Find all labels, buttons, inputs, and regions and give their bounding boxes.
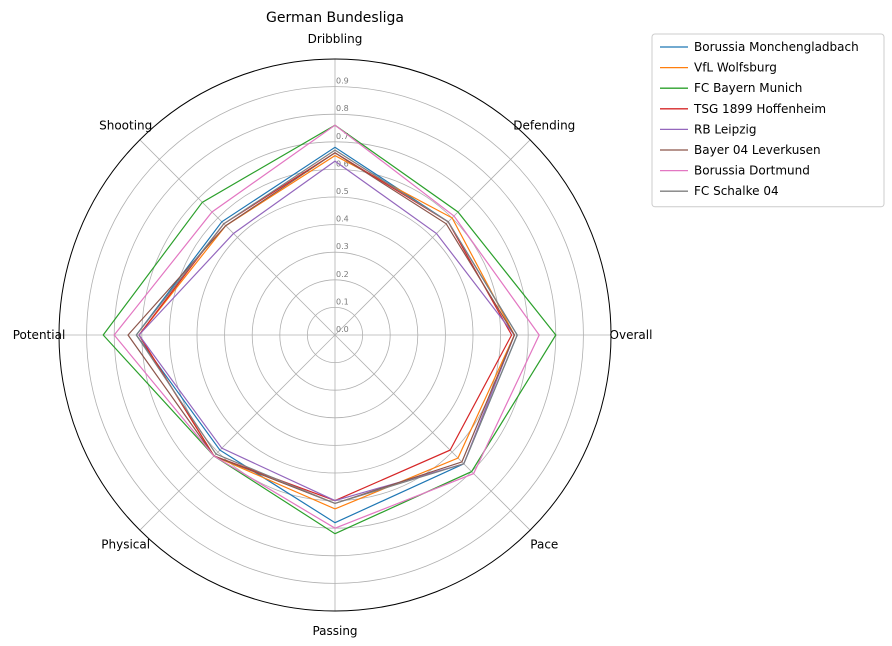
- axis-label: Physical: [101, 537, 150, 551]
- legend-label: RB Leipzig: [694, 122, 756, 136]
- legend-label: Borussia Dortmund: [694, 164, 810, 178]
- legend-label: FC Bayern Munich: [694, 81, 802, 95]
- chart-title: German Bundesliga: [266, 10, 404, 26]
- radial-tick-label: 0.6: [336, 159, 349, 168]
- series-line: [138, 154, 516, 510]
- radar-grid: 0.0 0.1 0.2 0.3 0.4 0.5 0.6 0.7 0.8 0.9: [58, 58, 612, 612]
- radial-tick-label: 0.5: [336, 187, 349, 196]
- axis-labels: Overall Defending Dribbling Shooting Potenti…: [13, 32, 653, 638]
- legend-label: Borussia Monchengladbach: [694, 40, 859, 54]
- spoke-line: [139, 334, 336, 531]
- radial-tick-label: 0.9: [336, 77, 349, 86]
- spoke-line: [139, 139, 336, 336]
- legend-frame: [651, 33, 885, 208]
- legend-label: VfL Wolfsburg: [694, 61, 777, 75]
- radial-tick-label: 0.2: [336, 270, 349, 279]
- radial-tick-label: 0.1: [336, 297, 349, 306]
- spoke-line: [334, 139, 531, 336]
- axis-label: Potential: [13, 328, 66, 342]
- radial-tick-label: 0.7: [336, 132, 349, 141]
- radar-series: [102, 124, 557, 535]
- outer-frame: [58, 58, 612, 612]
- series-line: [127, 152, 516, 505]
- spoke-line: [334, 334, 531, 531]
- axis-label: Pace: [530, 537, 558, 551]
- radial-tick-label: 0.8: [336, 104, 349, 113]
- legend-label: FC Schalke 04: [694, 184, 779, 198]
- axis-label: Passing: [312, 624, 357, 638]
- legend-label: TSG 1899 Hoffenheim: [693, 102, 826, 116]
- radial-tick-label: 0.3: [336, 242, 349, 251]
- axis-label: Shooting: [99, 119, 152, 133]
- axis-label: Defending: [513, 119, 575, 133]
- series-line: [135, 149, 518, 505]
- radial-tick-label: 0.0: [336, 325, 349, 334]
- axis-label: Overall: [610, 328, 653, 342]
- series-line: [138, 160, 516, 502]
- legend-label: Bayer 04 Leverkusen: [694, 143, 821, 157]
- axis-label: Dribbling: [308, 32, 363, 46]
- radial-tick-label: 0.4: [336, 215, 349, 224]
- legend: Borussia Monchengladbach VfL Wolfsburg FC …: [651, 33, 885, 208]
- series-line: [113, 124, 540, 529]
